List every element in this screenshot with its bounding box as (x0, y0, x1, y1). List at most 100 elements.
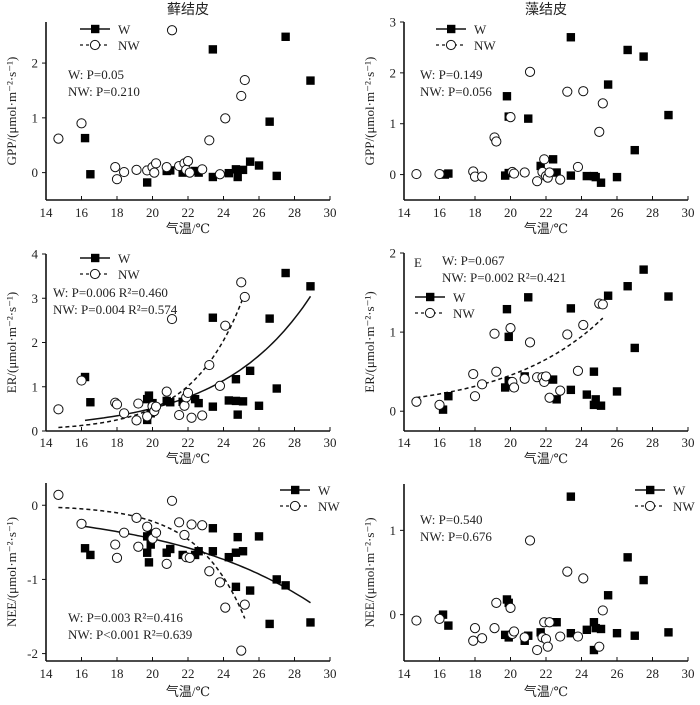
data-point-nw (508, 382, 520, 393)
legend-label-nw: NW (474, 38, 496, 53)
chart-panel-nee-algae: 14 16 18 20 22 24 26 28 30 0 1 气温/℃ NEE/(μmol·m⁻²·s⁻… (362, 483, 695, 699)
data-point-w (238, 547, 248, 556)
fit-curve-nw (58, 292, 246, 429)
y-axis-title: GPP/(μmol·m⁻²·s⁻¹) (4, 57, 19, 166)
stat-annotation: W: P=0.05 (68, 67, 124, 82)
data-point-nw (166, 313, 178, 325)
stat-annotation: W: P=0.006 R²=0.460 (53, 285, 168, 300)
data-point-nw (544, 167, 555, 178)
data-point-nw (594, 126, 605, 137)
data-point-w (254, 401, 264, 410)
data-point-w (552, 395, 561, 404)
x-tick-label: 22 (540, 205, 553, 220)
data-point-nw (179, 529, 190, 541)
x-tick-label: 26 (253, 205, 267, 220)
data-point-w (272, 171, 281, 181)
data-point-w (596, 624, 606, 634)
data-point-w (231, 165, 241, 174)
legend-label-nw: NW (318, 499, 340, 514)
data-point-nw (572, 161, 584, 173)
data-point-w (86, 550, 95, 560)
data-point-nw (161, 386, 172, 397)
y-tick-label: 2 (32, 335, 39, 350)
data-point-w (272, 575, 281, 584)
x-tick-label: 14 (40, 666, 54, 681)
data-point-w (630, 343, 639, 353)
x-axis-title: 气温/℃ (524, 684, 568, 699)
y-axis-title: NEE/(μmol·m⁻²·s⁻¹) (362, 517, 377, 627)
y-tick-label: 1 (390, 325, 397, 340)
data-point-nw (149, 167, 160, 178)
data-point-nw (519, 373, 530, 384)
x-tick-label: 28 (646, 666, 659, 681)
legend-label-w: W (474, 22, 487, 37)
data-point-w (233, 410, 242, 419)
data-point-nw (411, 168, 422, 180)
x-tick-label: 14 (398, 435, 412, 450)
data-point-nw (411, 615, 422, 626)
x-tick-label: 28 (288, 205, 301, 220)
data-point-w (265, 619, 274, 629)
y-tick-label: 2 (32, 56, 39, 71)
data-point-w (612, 172, 622, 182)
data-point-w (144, 391, 154, 400)
data-point-nw (161, 162, 172, 173)
data-point-nw (508, 168, 520, 179)
data-point-nw (119, 408, 130, 419)
data-point-nw (555, 631, 566, 642)
data-point-nw (214, 169, 226, 180)
data-point-nw (186, 519, 197, 530)
y-tick-label: 1 (32, 379, 39, 394)
data-point-nw (519, 632, 530, 643)
data-point-nw (505, 602, 516, 614)
data-point-w (245, 157, 255, 166)
data-point-w (80, 544, 90, 553)
stat-annotation: NW: P=0.676 (420, 529, 492, 544)
x-tick-label: 14 (398, 205, 412, 220)
data-point-nw (477, 379, 488, 390)
legend-label-nw: NW (118, 267, 140, 282)
legend: WNW (280, 483, 340, 514)
y-tick-label: 0 (390, 404, 397, 419)
x-tick-label: 22 (540, 666, 553, 681)
x-tick-label: 24 (575, 666, 589, 681)
data-point-nw (594, 641, 605, 652)
data-point-nw (220, 602, 231, 613)
data-point-w (245, 586, 255, 595)
y-tick-label: -2 (27, 646, 38, 661)
x-tick-label: 22 (182, 205, 195, 220)
data-point-nw (174, 409, 185, 421)
data-point-nw (411, 396, 422, 407)
data-point-nw (197, 164, 208, 175)
data-point-nw (76, 375, 87, 386)
legend: WNW (415, 290, 475, 321)
y-tick-label: 3 (390, 15, 397, 30)
stat-annotation: W: P=0.003 R²=0.416 (68, 610, 183, 625)
x-tick-label: 16 (75, 435, 89, 450)
data-point-nw (161, 558, 172, 569)
data-point-nw (555, 174, 566, 185)
data-point-w (238, 165, 248, 175)
stat-annotation: W: P=0.149 (420, 67, 482, 82)
data-point-nw (236, 277, 247, 288)
stat-annotation: W: P=0.540 (420, 512, 482, 527)
chart-panel-nee-moss: 14 16 18 20 22 24 26 28 30 -2 -1 0 气温/℃ NEE/(μmol·m⁻²… (4, 483, 340, 699)
y-tick-label: 2 (390, 246, 397, 261)
data-point-w (444, 169, 453, 178)
data-point-w (306, 282, 315, 291)
legend-marker-nw (644, 500, 656, 512)
data-point-w (146, 529, 155, 538)
x-tick-label: 30 (324, 666, 337, 681)
x-tick-label: 30 (682, 435, 695, 450)
x-tick-label: 22 (540, 435, 553, 450)
data-point-w (224, 168, 234, 178)
data-point-nw (131, 164, 142, 175)
data-point-w (582, 390, 592, 399)
panel-title: 藓结皮 (167, 2, 209, 18)
data-point-w (208, 172, 218, 182)
data-point-w (245, 366, 255, 376)
y-tick-label: 3 (32, 291, 39, 306)
data-point-w (208, 313, 218, 322)
chart-panel-gpp-algae: 藻结皮 14 16 18 20 22 24 26 28 30 0 1 2 3 气温/℃ GPP/(μmol·m… (362, 2, 695, 236)
